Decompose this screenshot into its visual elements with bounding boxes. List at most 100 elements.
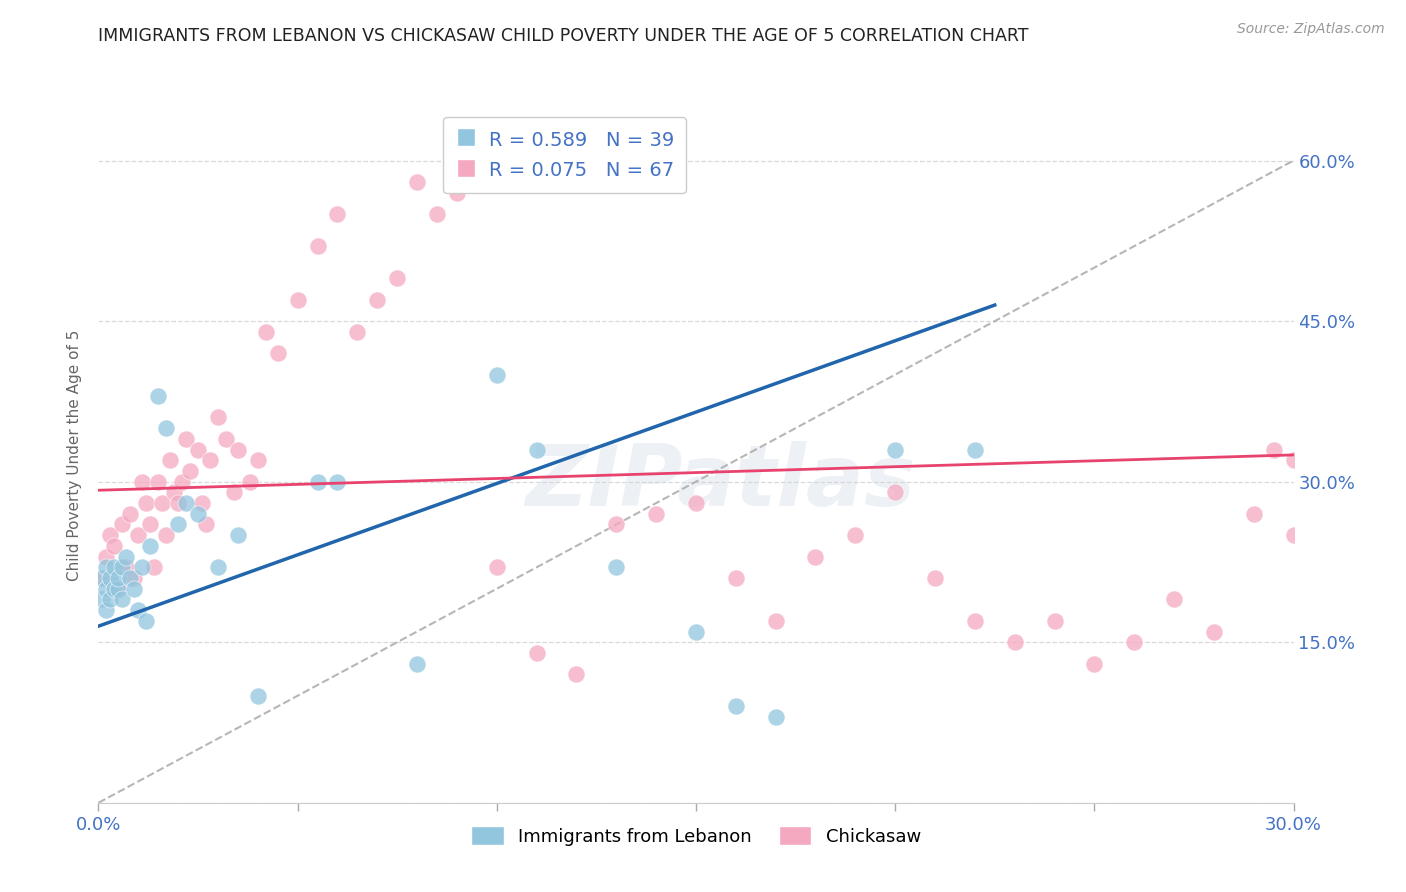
Point [124, 571, 146, 585]
Point [526, 646, 548, 660]
Point [98, 592, 122, 607]
Point [174, 432, 197, 446]
Point [148, 389, 170, 403]
Point [1083, 657, 1105, 671]
Point [485, 560, 508, 574]
Point [187, 442, 209, 457]
Point [246, 689, 269, 703]
Point [1263, 442, 1285, 457]
Point [135, 614, 157, 628]
Point [139, 517, 162, 532]
Point [135, 496, 157, 510]
Point [385, 271, 409, 285]
Point [605, 517, 627, 532]
Point [111, 592, 134, 607]
Point [91, 571, 114, 585]
Point [198, 453, 221, 467]
Point [103, 560, 125, 574]
Point [346, 325, 368, 339]
Point [187, 507, 209, 521]
Point [724, 699, 747, 714]
Point [485, 368, 508, 382]
Point [107, 582, 129, 596]
Text: Source: ZipAtlas.com: Source: ZipAtlas.com [1237, 22, 1385, 37]
Point [91, 571, 114, 585]
Point [120, 507, 142, 521]
Point [366, 293, 388, 307]
Point [111, 560, 134, 574]
Y-axis label: Child Poverty Under the Age of 5: Child Poverty Under the Age of 5 [67, 329, 83, 581]
Point [174, 496, 197, 510]
Point [148, 475, 170, 489]
Point [326, 207, 349, 221]
Point [804, 549, 827, 564]
Point [1282, 453, 1305, 467]
Point [963, 614, 986, 628]
Point [107, 571, 129, 585]
Point [426, 207, 449, 221]
Point [246, 453, 269, 467]
Point [765, 710, 787, 724]
Point [215, 432, 238, 446]
Point [267, 346, 290, 360]
Point [167, 496, 190, 510]
Text: ZIPatlas: ZIPatlas [524, 442, 915, 524]
Point [287, 293, 309, 307]
Point [1043, 614, 1066, 628]
Point [98, 571, 122, 585]
Point [307, 239, 329, 253]
Point [406, 175, 429, 189]
Point [155, 421, 177, 435]
Point [115, 560, 138, 574]
Point [1202, 624, 1225, 639]
Point [226, 442, 249, 457]
Point [163, 485, 186, 500]
Point [1282, 528, 1305, 542]
Point [685, 496, 707, 510]
Point [924, 571, 946, 585]
Point [1163, 592, 1185, 607]
Point [159, 453, 181, 467]
Point [107, 582, 129, 596]
Point [139, 539, 162, 553]
Point [172, 475, 194, 489]
Point [446, 186, 468, 200]
Point [254, 325, 277, 339]
Text: IMMIGRANTS FROM LEBANON VS CHICKASAW CHILD POVERTY UNDER THE AGE OF 5 CORRELATIO: IMMIGRANTS FROM LEBANON VS CHICKASAW CHI… [98, 27, 1029, 45]
Point [326, 475, 349, 489]
Point [127, 528, 149, 542]
Point [685, 624, 707, 639]
Point [167, 517, 190, 532]
Point [96, 603, 118, 617]
Point [150, 496, 173, 510]
Point [1004, 635, 1026, 649]
Point [226, 528, 249, 542]
Point [131, 560, 153, 574]
Point [765, 614, 787, 628]
Point [222, 485, 245, 500]
Point [124, 582, 146, 596]
Point [103, 539, 125, 553]
Point [844, 528, 866, 542]
Point [115, 549, 138, 564]
Point [207, 410, 229, 425]
Point [96, 549, 118, 564]
Point [91, 592, 114, 607]
Point [724, 571, 747, 585]
Legend: Immigrants from Lebanon, Chickasaw: Immigrants from Lebanon, Chickasaw [464, 819, 928, 853]
Point [96, 560, 118, 574]
Point [1243, 507, 1265, 521]
Point [1123, 635, 1146, 649]
Point [120, 571, 142, 585]
Point [191, 496, 214, 510]
Point [565, 667, 588, 681]
Point [307, 475, 329, 489]
Point [963, 442, 986, 457]
Point [179, 464, 201, 478]
Point [884, 485, 907, 500]
Point [239, 475, 262, 489]
Point [207, 560, 229, 574]
Point [131, 475, 153, 489]
Point [195, 517, 218, 532]
Point [103, 582, 125, 596]
